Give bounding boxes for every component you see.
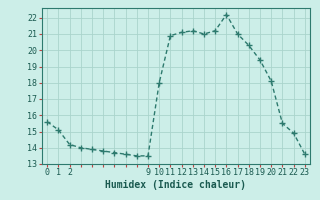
X-axis label: Humidex (Indice chaleur): Humidex (Indice chaleur) [106, 180, 246, 190]
